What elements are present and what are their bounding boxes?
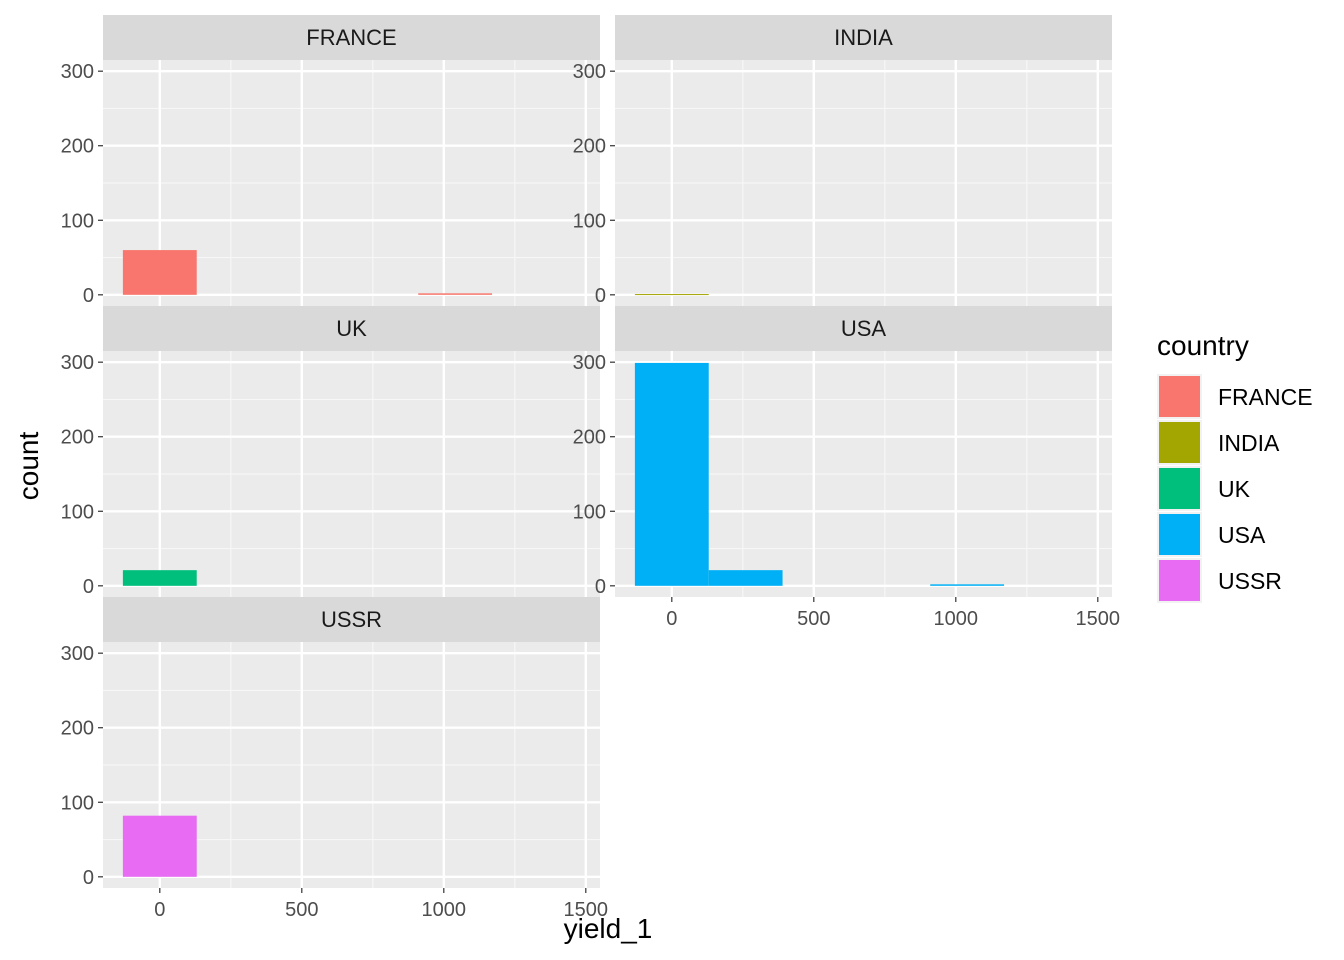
- bar-usa-2: [930, 584, 1005, 586]
- facet-strip-label: FRANCE: [306, 25, 396, 50]
- legend-item-uk: UK: [1157, 466, 1251, 511]
- facet-strip-label: UK: [336, 316, 367, 341]
- legend-swatch: [1159, 514, 1200, 555]
- legend-items: FRANCE INDIA UK USA USSR: [1157, 374, 1313, 603]
- x-tick-label: 0: [666, 608, 677, 630]
- y-tick-label: 0: [595, 576, 606, 598]
- facet-strip-label: USSR: [321, 607, 382, 632]
- y-tick-label: 200: [61, 427, 94, 449]
- y-tick-label: 300: [61, 352, 94, 374]
- y-tick-label: 300: [61, 643, 94, 665]
- legend-swatch: [1159, 468, 1200, 509]
- legend: country FRANCE INDIA UK USA USSR: [1157, 330, 1313, 603]
- facet-strip: [103, 306, 600, 351]
- y-tick-label: 200: [61, 136, 94, 158]
- facet-panel-france: FRANCE 0 100 200 300: [61, 15, 600, 311]
- y-tick-label: 0: [83, 576, 94, 598]
- legend-title: country: [1157, 330, 1249, 361]
- bar-ussr-0: [122, 815, 197, 877]
- y-tick-label: 100: [61, 501, 94, 523]
- y-tick-label: 100: [61, 210, 94, 232]
- facet-panel-india: INDIA 0 100 200 300: [573, 15, 1112, 311]
- legend-item-usa: USA: [1157, 512, 1266, 557]
- y-tick-label: 0: [83, 867, 94, 889]
- legend-swatch: [1159, 422, 1200, 463]
- legend-label: INDIA: [1218, 430, 1280, 456]
- y-tick-label: 100: [573, 501, 606, 523]
- y-tick-label: 0: [595, 285, 606, 307]
- legend-label: UK: [1218, 476, 1251, 502]
- legend-label: USSR: [1218, 568, 1282, 594]
- x-tick-label: 1500: [564, 899, 609, 921]
- y-tick-label: 300: [61, 61, 94, 83]
- y-tick-label: 0: [83, 285, 94, 307]
- facet-strip: [615, 15, 1112, 60]
- x-tick-label: 1500: [1076, 608, 1121, 630]
- y-tick-label: 300: [573, 61, 606, 83]
- bar-france-1: [418, 293, 493, 295]
- legend-label: FRANCE: [1218, 384, 1313, 410]
- facet-panels: FRANCE 0 100 200 300 INDIA 0 100 200 300 UK 0 100 200…: [61, 15, 1120, 921]
- y-axis-title: count: [13, 432, 44, 501]
- facet-panel-uk: UK 0 100 200 300: [61, 306, 600, 602]
- y-tick-label: 100: [573, 210, 606, 232]
- bar-usa-1: [708, 570, 783, 586]
- facet-panel-ussr: USSR 0 100 200 300 0 500 1000 1500: [61, 597, 608, 921]
- y-tick-label: 100: [61, 792, 94, 814]
- facet-strip-label: USA: [841, 316, 887, 341]
- legend-item-france: FRANCE: [1157, 374, 1313, 419]
- facet-strip: [615, 306, 1112, 351]
- x-tick-label: 1000: [934, 608, 979, 630]
- legend-swatch: [1159, 376, 1200, 417]
- y-tick-label: 200: [573, 136, 606, 158]
- facet-panel-usa: USA 0 100 200 300 0 500 1000 1500: [573, 306, 1120, 630]
- facet-strip: [103, 597, 600, 642]
- facet-strip: [103, 15, 600, 60]
- facet-strip-label: INDIA: [834, 25, 893, 50]
- y-tick-label: 200: [61, 718, 94, 740]
- y-tick-label: 300: [573, 352, 606, 374]
- legend-item-india: INDIA: [1157, 420, 1280, 465]
- bar-france-0: [122, 250, 197, 295]
- legend-swatch: [1159, 560, 1200, 601]
- x-tick-label: 500: [797, 608, 830, 630]
- x-tick-label: 500: [285, 899, 318, 921]
- bar-uk-0: [122, 570, 197, 586]
- legend-item-ussr: USSR: [1157, 558, 1282, 603]
- y-tick-label: 200: [573, 427, 606, 449]
- bar-usa-0: [634, 362, 709, 586]
- x-tick-label: 0: [154, 899, 165, 921]
- bar-india-0: [634, 294, 709, 296]
- legend-label: USA: [1218, 522, 1266, 548]
- x-tick-label: 1000: [422, 899, 467, 921]
- x-axis-title: yield_1: [564, 913, 653, 944]
